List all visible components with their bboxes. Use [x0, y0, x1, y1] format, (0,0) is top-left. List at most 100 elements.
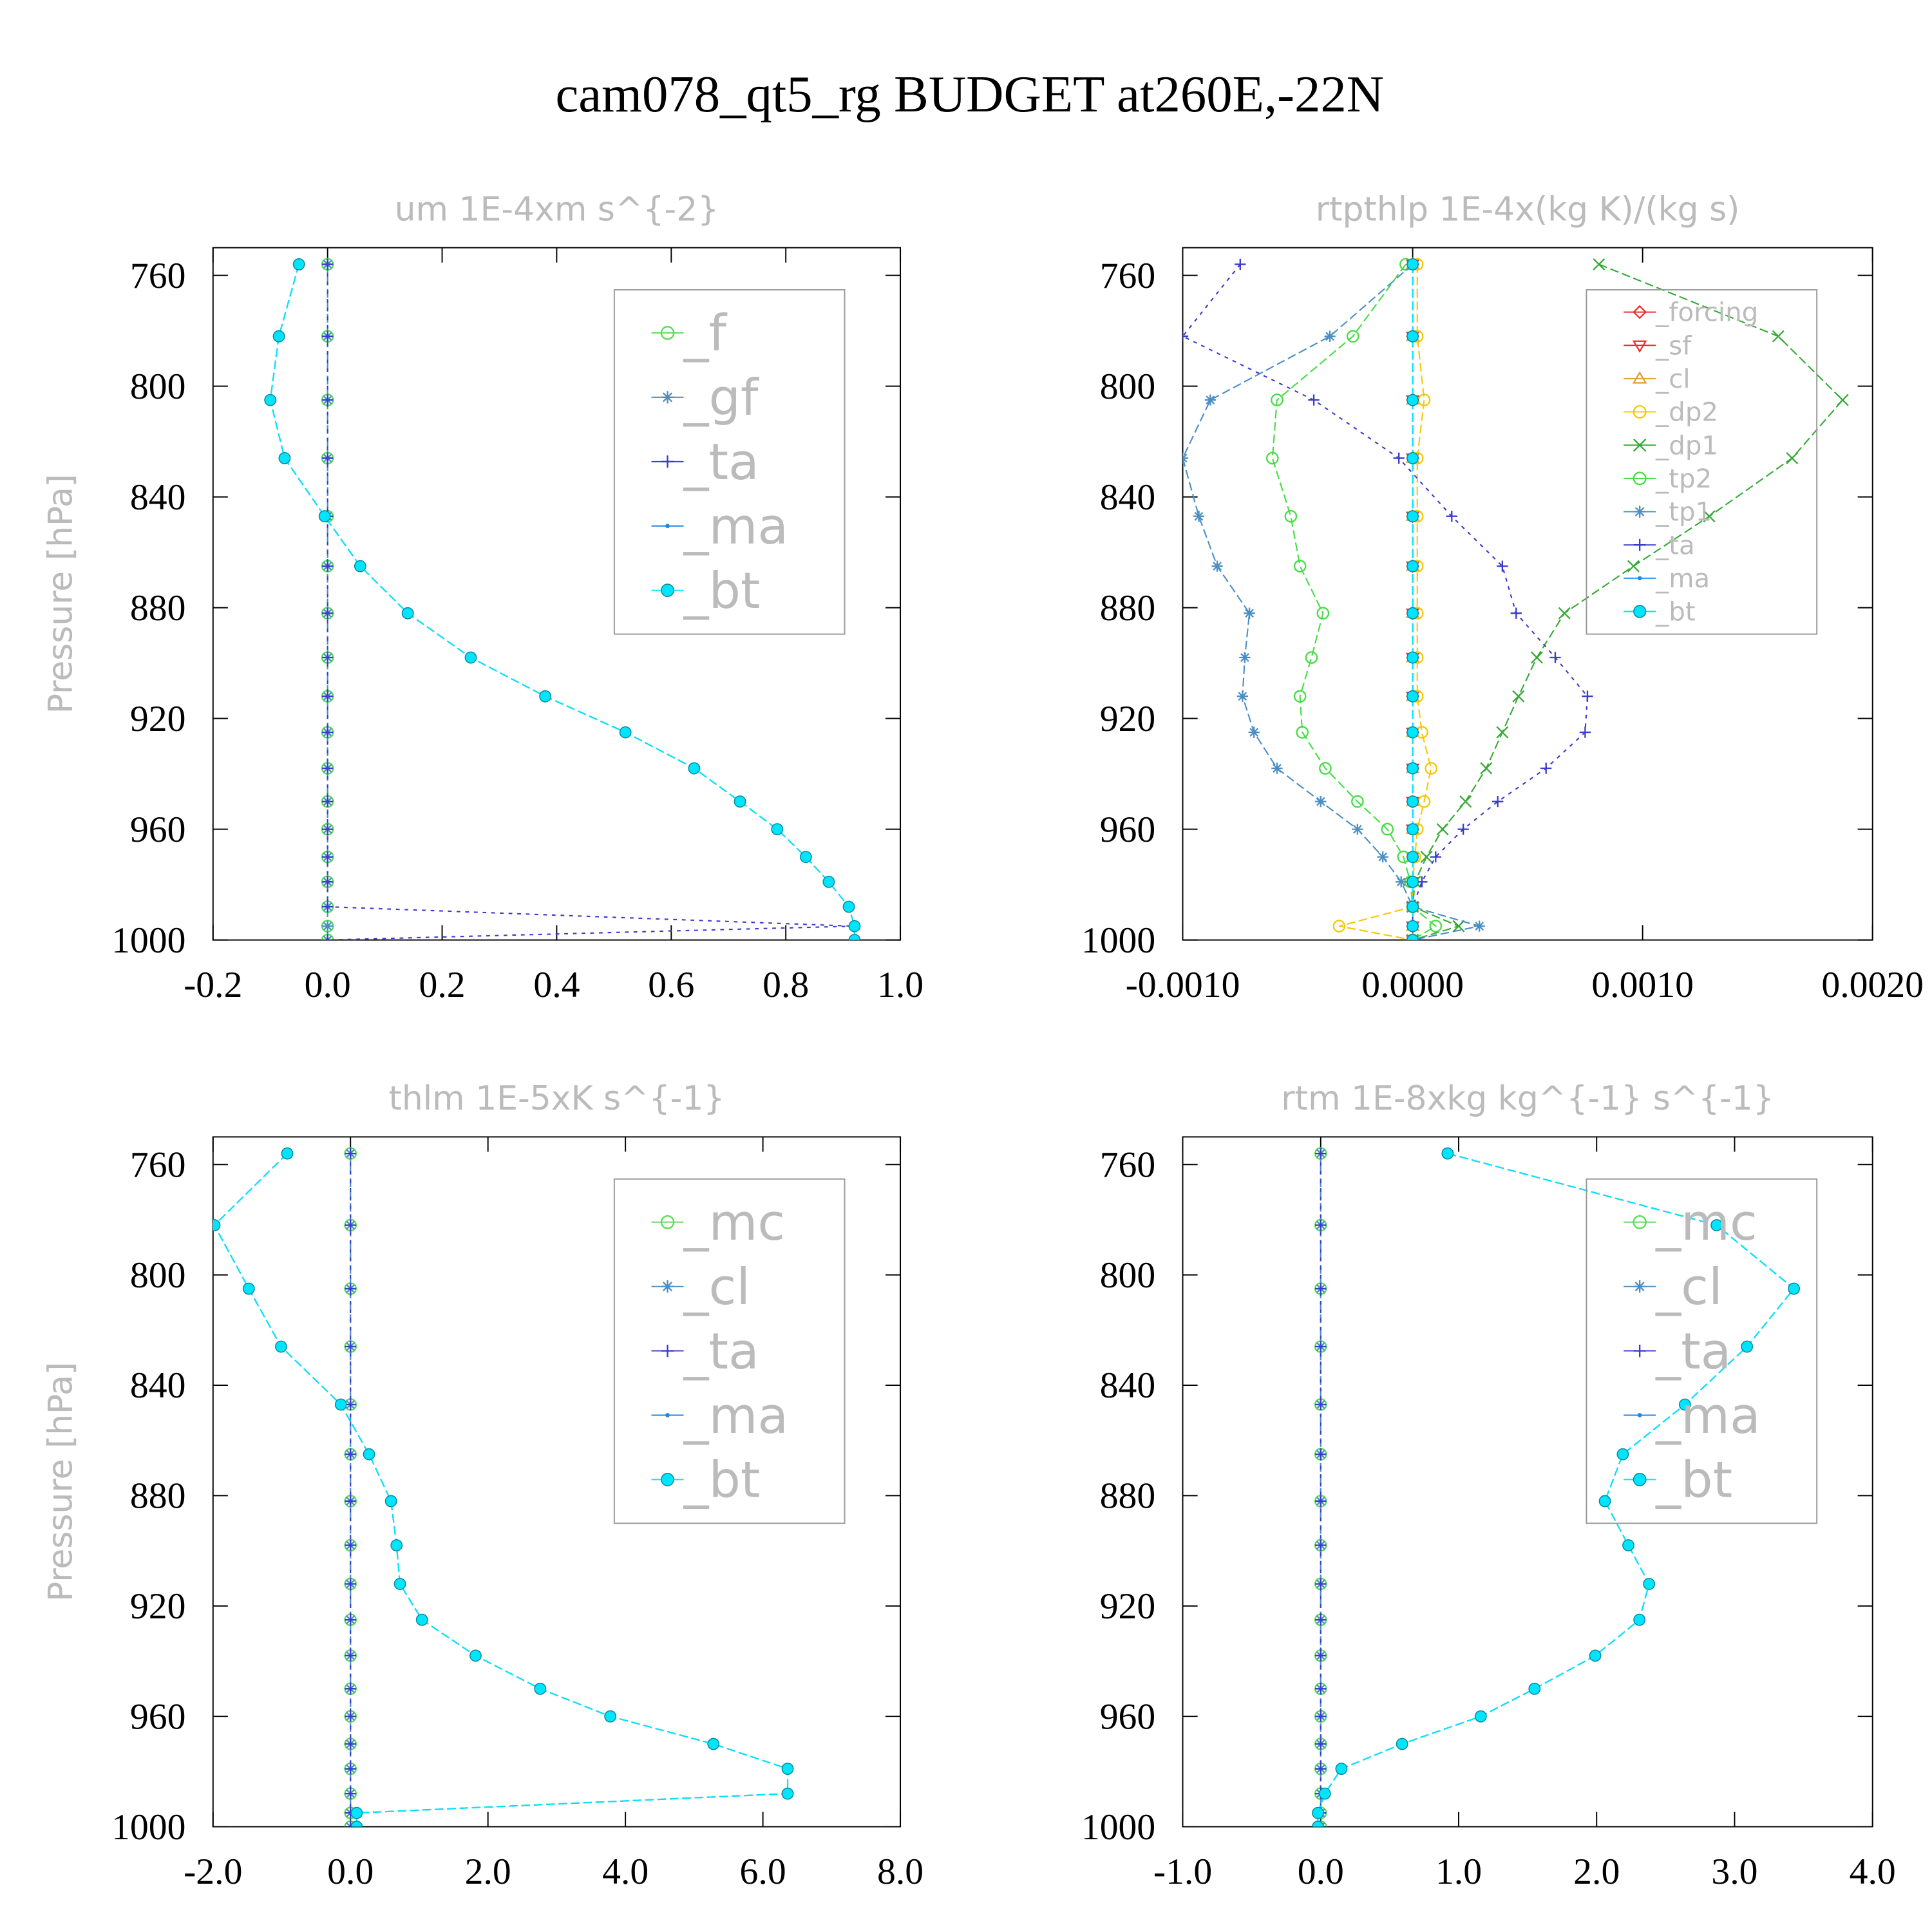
marker	[1622, 1539, 1634, 1551]
marker	[1678, 1398, 1691, 1411]
legend-label: _gf	[683, 369, 759, 427]
y-tick-label: 880	[130, 588, 186, 629]
marker	[660, 326, 675, 340]
marker	[1528, 1682, 1541, 1695]
series-line	[1271, 263, 1437, 940]
y-axis-label: Pressure [hPa]	[42, 1362, 80, 1602]
marker	[345, 1578, 356, 1590]
marker	[1480, 762, 1493, 775]
marker	[781, 1763, 794, 1775]
marker	[1244, 607, 1255, 619]
marker	[1235, 258, 1246, 270]
x-tick-label: 0.0	[327, 1852, 374, 1892]
marker	[322, 560, 334, 572]
marker	[1318, 1787, 1331, 1800]
marker	[345, 1495, 356, 1507]
marker	[464, 651, 477, 664]
x-tick-label: 0.2	[419, 965, 465, 1005]
marker	[345, 1219, 356, 1231]
panel-title: um 1E-4xm s^{-2}	[395, 190, 719, 229]
marker	[350, 1821, 363, 1827]
marker	[1312, 1821, 1324, 1827]
marker	[1239, 652, 1251, 663]
x-tick-label: 0.0	[1298, 1852, 1344, 1892]
marker	[1836, 393, 1849, 406]
marker	[345, 1763, 356, 1775]
plot-area	[1312, 1147, 1801, 1827]
marker	[1182, 452, 1189, 464]
x-tick-label: 0.6	[648, 965, 694, 1005]
legend: _mc _cl _ta _ma _bt	[613, 1178, 846, 1524]
marker	[1204, 394, 1217, 406]
marker	[322, 901, 334, 913]
panel-title: thlm 1E-5xK s^{-1}	[388, 1079, 724, 1118]
marker	[1406, 393, 1419, 406]
marker	[1393, 452, 1405, 464]
marker	[661, 391, 674, 404]
marker	[539, 690, 552, 703]
marker	[1315, 1650, 1327, 1662]
marker	[1351, 795, 1364, 808]
y-tick-label: 1000	[1081, 920, 1155, 961]
x-tick-label: 0.0010	[1591, 965, 1694, 1005]
marker	[345, 1614, 356, 1625]
marker	[1492, 795, 1504, 808]
legend-label: _sf	[1655, 331, 1692, 361]
panel: rtm 1E-8xkg kg^{-1} s^{-1} Pressure [hPa]…	[42, 1079, 1896, 1892]
x-tick-label: 4.0	[1850, 1852, 1896, 1892]
legend-label: _ta	[1655, 531, 1695, 560]
marker	[345, 1821, 356, 1827]
marker	[322, 726, 334, 738]
marker	[1703, 510, 1716, 523]
legend-label: _bt	[1655, 598, 1695, 627]
marker	[345, 1539, 356, 1551]
marker	[1315, 1710, 1327, 1722]
marker	[322, 394, 334, 406]
series-line	[269, 264, 855, 940]
marker	[1315, 1578, 1327, 1590]
figure-title: cam078_qt5_rg BUDGET at260E,-22N	[555, 66, 1384, 123]
legend-box	[613, 289, 846, 635]
marker	[1582, 690, 1593, 702]
marker	[707, 1738, 720, 1750]
marker	[363, 1448, 375, 1461]
marker	[1633, 1280, 1646, 1293]
marker	[1316, 607, 1330, 620]
plot-frame	[1182, 247, 1873, 941]
marker	[1496, 726, 1509, 739]
marker	[1589, 1649, 1602, 1662]
y-tick-label: 960	[130, 1696, 186, 1737]
x-tick-label: 0.0	[305, 965, 351, 1005]
marker	[1315, 1614, 1327, 1625]
marker	[1315, 1738, 1327, 1750]
legend-label: _ta	[683, 433, 759, 491]
marker	[322, 330, 334, 342]
marker	[1396, 1738, 1408, 1750]
marker	[1332, 920, 1346, 933]
marker	[1315, 1763, 1327, 1775]
marker	[1312, 1806, 1324, 1819]
marker	[1510, 607, 1522, 619]
marker	[1772, 330, 1785, 343]
marker	[1446, 511, 1457, 522]
marker	[275, 1340, 287, 1353]
marker	[1633, 538, 1646, 551]
series-line	[1182, 263, 1589, 940]
legend: _mc _cl _ta _ma _bt	[1586, 1178, 1818, 1524]
marker	[661, 1344, 674, 1358]
marker	[1319, 762, 1332, 775]
x-tick-label: 0.0000	[1361, 965, 1464, 1005]
marker	[1788, 1282, 1801, 1295]
marker	[1406, 651, 1419, 664]
marker	[1452, 920, 1465, 933]
legend-label: _ma	[683, 1387, 789, 1445]
x-tick-label: 8.0	[877, 1852, 923, 1892]
marker	[322, 934, 334, 940]
marker	[604, 1710, 617, 1723]
marker	[1406, 795, 1419, 808]
plot-area	[1182, 257, 1849, 940]
marker	[1429, 920, 1443, 933]
series-line	[1182, 263, 1480, 940]
marker	[393, 1578, 406, 1590]
panel-title: rtm 1E-8xkg kg^{-1} s^{-1}	[1281, 1079, 1774, 1118]
